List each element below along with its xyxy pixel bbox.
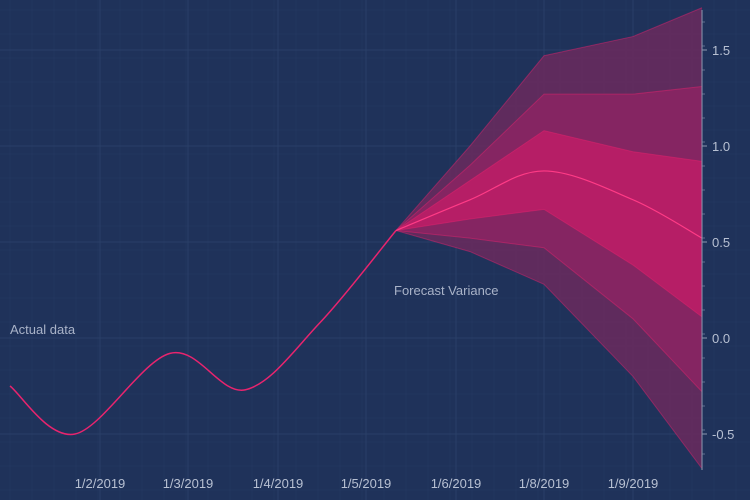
x-tick-label: 1/5/2019	[341, 476, 392, 491]
axes: 1.5 1.0 0.5 0.0 -0.5 1/2/2019 1/3/2019 1/4/2019…	[75, 10, 734, 491]
band-lower-edge	[395, 208, 703, 318]
y-tick-label: -0.5	[712, 427, 734, 442]
actual-data-line	[9, 230, 397, 435]
x-tick-label: 1/6/2019	[431, 476, 482, 491]
forecast-mean-line	[395, 170, 703, 239]
series-lines	[9, 170, 703, 435]
x-tick-label: 1/2/2019	[75, 476, 126, 491]
forecast-bands	[395, 7, 703, 469]
band-upper-edge	[395, 7, 703, 231]
y-tick-label: 0.0	[712, 331, 730, 346]
band-lower-edge	[395, 229, 703, 469]
band-upper-edge	[395, 130, 703, 231]
band-lower-edge	[395, 229, 703, 393]
actual-data-label: Actual data	[10, 322, 76, 337]
y-tick-label: 0.5	[712, 235, 730, 250]
forecast-band-inner	[396, 130, 702, 317]
band-upper-edge	[395, 85, 703, 231]
x-tick-label: 1/4/2019	[253, 476, 304, 491]
y-tick-label: 1.5	[712, 43, 730, 58]
x-tick-label: 1/8/2019	[519, 476, 570, 491]
x-tick-label: 1/3/2019	[163, 476, 214, 491]
forecast-variance-label: Forecast Variance	[394, 283, 499, 298]
y-tick-label: 1.0	[712, 139, 730, 154]
x-tick-label: 1/9/2019	[608, 476, 659, 491]
